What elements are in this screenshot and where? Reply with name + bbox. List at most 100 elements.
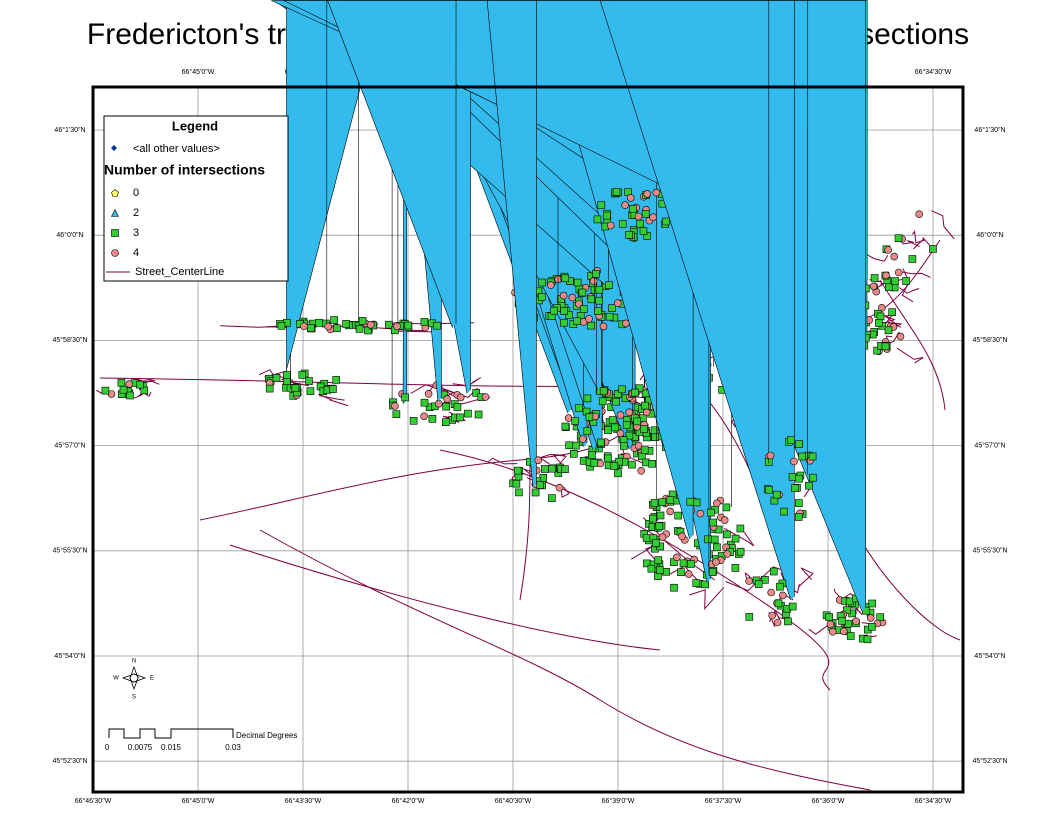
longitude-label: 66°39'0"W	[602, 797, 635, 805]
square	[572, 442, 579, 449]
scale-label: 0.03	[225, 743, 241, 752]
square	[667, 497, 674, 504]
square	[649, 515, 656, 522]
scale-label: 0.0075	[128, 743, 153, 752]
latitude-label: 45°52'30"N	[52, 757, 87, 765]
north-arrow: N S E W	[113, 659, 154, 701]
square	[316, 319, 323, 326]
square	[909, 256, 916, 263]
latitude-label: 45°57'0"N	[974, 441, 1005, 449]
square	[574, 279, 581, 286]
circle	[713, 559, 720, 566]
square	[805, 482, 812, 489]
square	[631, 389, 638, 396]
circle	[617, 412, 624, 419]
square	[433, 322, 440, 329]
circle	[586, 315, 593, 322]
square	[421, 318, 428, 325]
circle	[870, 283, 877, 290]
square	[637, 220, 644, 227]
square	[770, 568, 777, 575]
street	[897, 348, 924, 363]
square	[732, 564, 739, 571]
street	[230, 545, 660, 650]
street	[798, 568, 813, 588]
square	[592, 270, 599, 277]
square	[454, 404, 461, 411]
circle	[667, 508, 674, 515]
circle	[653, 189, 660, 196]
square	[652, 434, 659, 441]
circle	[590, 278, 597, 285]
circle	[895, 269, 902, 276]
square	[795, 514, 802, 521]
square	[127, 392, 134, 399]
circle	[644, 190, 651, 197]
square	[597, 439, 604, 446]
square	[562, 275, 569, 282]
square	[641, 447, 648, 454]
circle	[746, 578, 753, 585]
square	[266, 385, 273, 392]
compass-w: W	[113, 676, 119, 682]
square	[598, 202, 605, 209]
square	[687, 561, 694, 568]
square	[642, 459, 649, 466]
square	[680, 560, 687, 567]
circle	[435, 400, 442, 407]
compass-e: E	[150, 676, 154, 682]
square	[619, 386, 626, 393]
legend-other: <all other values>	[133, 143, 220, 155]
square	[307, 325, 314, 332]
circle	[883, 272, 890, 279]
legend-class: 4	[133, 247, 139, 259]
square	[678, 569, 685, 576]
square	[809, 453, 816, 460]
circle	[891, 253, 898, 260]
circle	[617, 430, 624, 437]
square	[868, 623, 875, 630]
square	[532, 489, 539, 496]
square	[662, 218, 669, 225]
square	[283, 372, 290, 379]
square	[796, 441, 803, 448]
square	[600, 388, 607, 395]
circle	[685, 571, 692, 578]
square	[457, 414, 464, 421]
latitude-label: 45°55'30"N	[52, 547, 87, 555]
scale-unit: Decimal Degrees	[236, 731, 297, 740]
square	[687, 498, 694, 505]
square	[640, 228, 647, 235]
street	[912, 232, 924, 243]
square	[613, 398, 620, 405]
circle	[713, 500, 720, 507]
square	[875, 320, 882, 327]
square	[789, 603, 796, 610]
square	[273, 374, 280, 381]
square	[809, 474, 816, 481]
circle	[560, 292, 567, 299]
square	[655, 557, 662, 564]
square	[713, 544, 720, 551]
square	[541, 466, 548, 473]
scale-label: 0.015	[161, 743, 182, 752]
latitude-label: 45°54'0"N	[974, 652, 1005, 660]
circle	[867, 614, 874, 621]
square	[513, 480, 520, 487]
square	[584, 395, 591, 402]
circle	[607, 222, 614, 229]
latitude-label: 46°1'30"N	[974, 126, 1005, 134]
square	[795, 500, 802, 507]
square	[705, 536, 712, 543]
square	[429, 415, 436, 422]
square	[737, 548, 744, 555]
square	[675, 512, 682, 519]
square	[292, 385, 299, 392]
scale-bar: Decimal Degrees 0 0.0075 0.015 0.03	[105, 729, 298, 752]
square	[609, 417, 616, 424]
square	[702, 581, 709, 588]
square	[626, 231, 633, 238]
latitude-label: 46°0'0"N	[976, 231, 1003, 239]
square	[847, 633, 854, 640]
square	[620, 442, 627, 449]
